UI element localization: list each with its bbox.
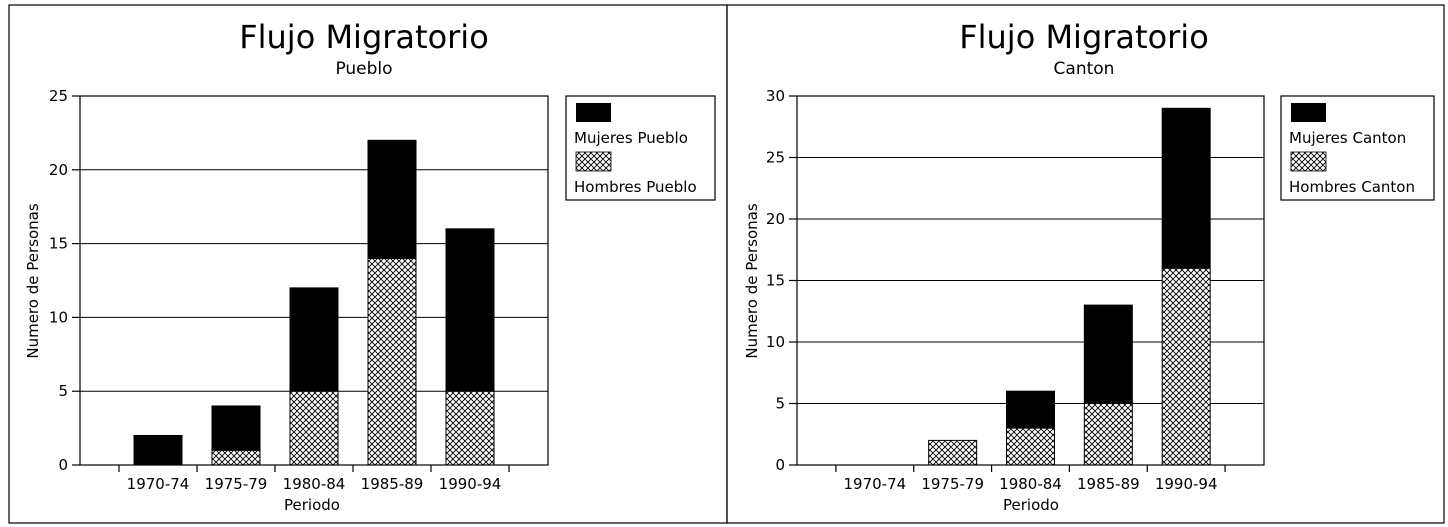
x-tick-label: 1975-79 [205, 475, 268, 493]
y-tick-label: 0 [58, 456, 68, 474]
bar-mujeres-1980-84 [1006, 390, 1055, 429]
bar-hombres-1980-84 [289, 390, 339, 466]
legend-label-hombres: Hombres Pueblo [574, 178, 697, 196]
legend: Mujeres Canton Hombres Canton [1280, 95, 1435, 201]
y-tick-label: 10 [766, 333, 785, 351]
bar-hombres-1975-79 [211, 449, 261, 466]
x-axis-label: Periodo [284, 496, 340, 514]
bar-hombres-1990-94 [445, 390, 495, 466]
bar-hombres-1985-89 [1083, 403, 1133, 466]
bar-hombres-1985-89 [367, 257, 417, 466]
legend-swatch-hombres [575, 151, 612, 172]
bar-hombres-1990-94 [1161, 267, 1211, 466]
y-tick-label: 0 [775, 456, 785, 474]
y-axis-label: Numero de Personas [743, 203, 761, 358]
y-tick-label: 20 [766, 210, 785, 228]
legend-label-mujeres: Mujeres Pueblo [574, 129, 688, 147]
bar-mujeres-1985-89 [1083, 304, 1133, 405]
x-tick-label: 1985-89 [361, 475, 424, 493]
plot-frame [79, 95, 549, 466]
legend-swatch-mujeres [1291, 103, 1326, 122]
x-axis-label: Periodo [1003, 496, 1059, 514]
legend-label-mujeres: Mujeres Canton [1289, 129, 1406, 147]
legend: Mujeres Pueblo Hombres Pueblo [565, 95, 716, 201]
x-tick-label: 1980-84 [283, 475, 346, 493]
y-tick-label: 20 [49, 161, 68, 179]
y-tick-label: 5 [58, 382, 68, 400]
y-tick-label: 10 [49, 308, 68, 326]
y-axis-label: Numero de Personas [24, 203, 42, 358]
bar-mujeres-1990-94 [445, 228, 495, 392]
x-tick-label: 1980-84 [999, 475, 1062, 493]
x-tick-label: 1970-74 [127, 475, 190, 493]
y-tick-label: 5 [775, 395, 785, 413]
y-tick-label: 15 [49, 235, 68, 253]
x-tick-label: 1970-74 [843, 475, 906, 493]
bar-mujeres-1970-74 [133, 434, 183, 466]
legend-label-hombres: Hombres Canton [1289, 178, 1415, 196]
chart-title: Flujo Migratorio [959, 18, 1209, 56]
chart-panel-pueblo: Flujo Migratorio Pueblo Numero de Person… [8, 4, 728, 524]
x-tick-label: 1975-79 [921, 475, 984, 493]
x-tick-label: 1990-94 [1155, 475, 1218, 493]
bar-mujeres-1990-94 [1161, 107, 1211, 269]
y-tick-label: 15 [766, 272, 785, 290]
plot-frame [796, 95, 1265, 466]
bar-mujeres-1975-79 [211, 405, 261, 451]
panel-frame [726, 4, 1445, 524]
legend-swatch-mujeres [576, 103, 611, 122]
plot-area: 0 5 10 15 20 25 1970-74 1975-79 1980-84 1985-89 19… [49, 87, 549, 493]
y-tick-label: 25 [49, 87, 68, 105]
chart-subtitle: Canton [1054, 59, 1115, 79]
plot-area: 0 5 10 15 20 25 30 1970-74 1975-79 1980-84 1985-89… [766, 87, 1265, 493]
chart-panel-canton: Flujo Migratorio Canton Numero de Person… [726, 4, 1445, 524]
bar-mujeres-1980-84 [289, 287, 339, 392]
bar-hombres-1980-84 [1006, 427, 1055, 466]
bar-hombres-1975-79 [928, 439, 978, 466]
x-tick-label: 1985-89 [1077, 475, 1140, 493]
y-tick-label: 25 [766, 149, 785, 167]
legend-swatch-hombres [1290, 151, 1327, 172]
x-tick-label: 1990-94 [439, 475, 502, 493]
y-tick-label: 30 [766, 87, 785, 105]
chart-subtitle: Pueblo [335, 59, 392, 79]
bar-mujeres-1985-89 [367, 139, 417, 259]
chart-title: Flujo Migratorio [239, 18, 489, 56]
